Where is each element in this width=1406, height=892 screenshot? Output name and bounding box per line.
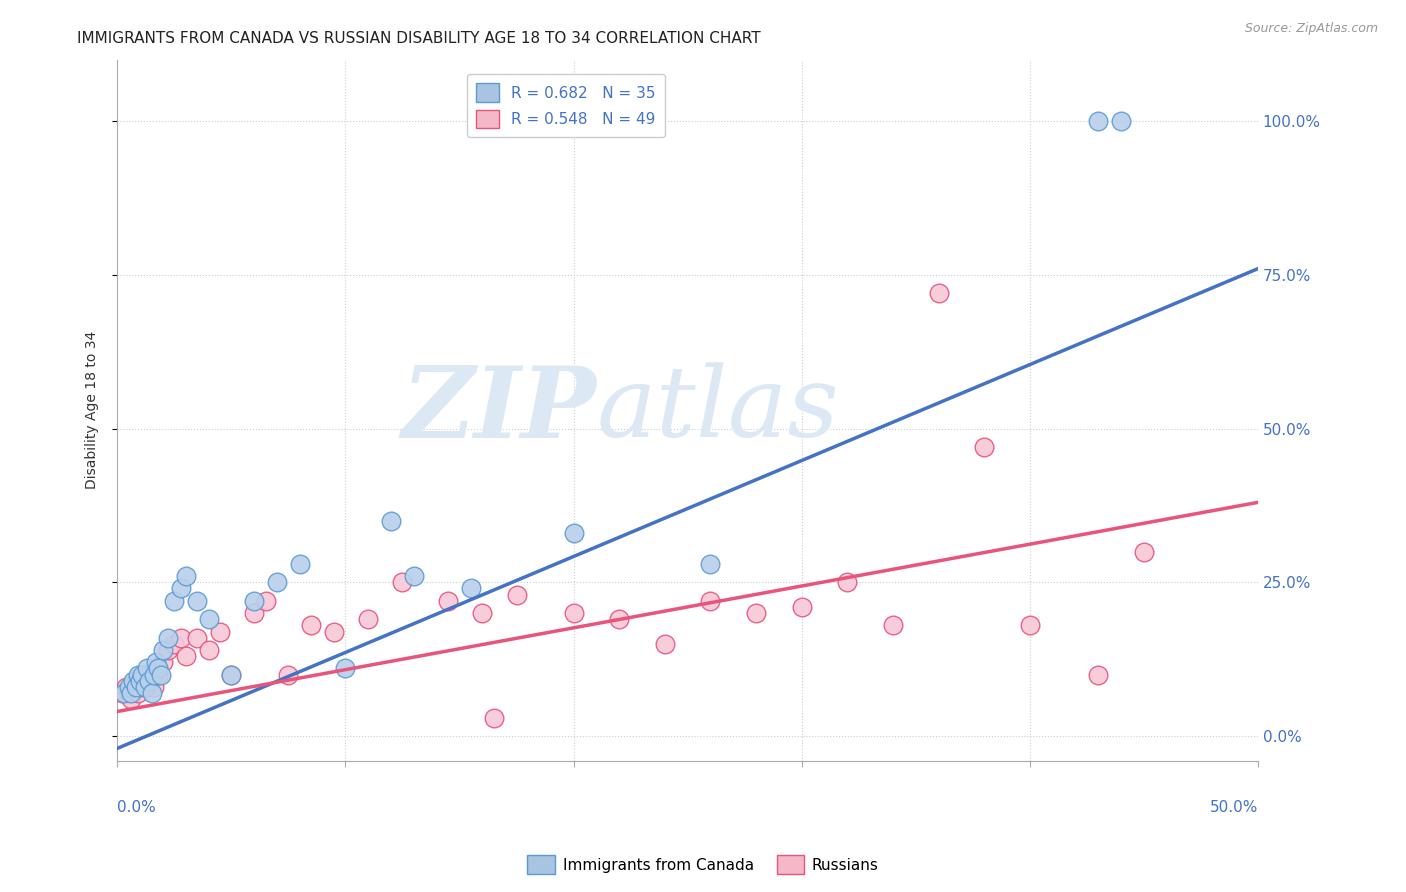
Point [471, 606, 494, 620]
Point [254, 594, 277, 608]
Point [148, 661, 170, 675]
Point [562, 526, 585, 541]
Point [131, 673, 153, 688]
Point [122, 680, 145, 694]
Point [148, 667, 170, 681]
Point [197, 612, 219, 626]
Point [380, 514, 402, 528]
Point [266, 575, 288, 590]
Point [927, 286, 949, 301]
Point [174, 649, 197, 664]
Point [111, 686, 134, 700]
Point [299, 618, 322, 632]
Point [142, 680, 165, 694]
Point [115, 680, 138, 694]
Point [136, 661, 159, 675]
Point [141, 686, 163, 700]
Point [134, 680, 156, 694]
Point [243, 606, 266, 620]
Point [1133, 544, 1156, 558]
Point [118, 686, 141, 700]
Point [138, 673, 160, 688]
Point [124, 673, 146, 688]
Point [152, 655, 174, 669]
Point [973, 440, 995, 454]
Legend: R = 0.682   N = 35, R = 0.548   N = 49: R = 0.682 N = 35, R = 0.548 N = 49 [467, 74, 665, 137]
Point [118, 680, 141, 694]
Point [699, 557, 721, 571]
Point [197, 643, 219, 657]
Point [127, 686, 149, 700]
Point [141, 667, 163, 681]
Point [186, 631, 208, 645]
Point [790, 599, 813, 614]
Point [131, 667, 153, 681]
Point [145, 655, 167, 669]
Point [138, 673, 160, 688]
Point [170, 631, 193, 645]
Point [277, 667, 299, 681]
Point [221, 667, 243, 681]
Point [136, 680, 159, 694]
Point [323, 624, 346, 639]
Text: 50.0%: 50.0% [1209, 799, 1258, 814]
Point [882, 618, 904, 632]
Point [243, 594, 266, 608]
Point [122, 673, 145, 688]
Point [837, 575, 859, 590]
Point [745, 606, 768, 620]
Text: Source: ZipAtlas.com: Source: ZipAtlas.com [1244, 22, 1378, 36]
Point [163, 594, 186, 608]
Point [402, 569, 425, 583]
Point [391, 575, 413, 590]
Point [120, 686, 142, 700]
Point [120, 692, 142, 706]
Point [221, 667, 243, 681]
Point [505, 588, 527, 602]
Point [152, 643, 174, 657]
Point [134, 667, 156, 681]
Y-axis label: Disability Age 18 to 34: Disability Age 18 to 34 [86, 331, 100, 489]
Point [129, 680, 152, 694]
Point [129, 673, 152, 688]
Point [112, 686, 135, 700]
Point [149, 667, 172, 681]
Text: 0.0%: 0.0% [117, 799, 156, 814]
Point [208, 624, 231, 639]
Point [335, 661, 357, 675]
Text: atlas: atlas [596, 362, 839, 458]
Legend: Immigrants from Canada, Russians: Immigrants from Canada, Russians [522, 849, 884, 880]
Point [186, 594, 208, 608]
Point [156, 643, 179, 657]
Text: ZIP: ZIP [401, 362, 596, 458]
Point [288, 557, 311, 571]
Point [156, 631, 179, 645]
Point [174, 569, 197, 583]
Point [1109, 114, 1132, 128]
Point [357, 612, 380, 626]
Point [1018, 618, 1040, 632]
Point [460, 582, 482, 596]
Point [654, 637, 676, 651]
Point [163, 637, 186, 651]
Point [145, 661, 167, 675]
Point [1087, 667, 1109, 681]
Point [699, 594, 721, 608]
Point [1087, 114, 1109, 128]
Point [607, 612, 630, 626]
Point [482, 711, 505, 725]
Point [437, 594, 460, 608]
Point [124, 680, 146, 694]
Point [562, 606, 585, 620]
Point [127, 667, 149, 681]
Point [170, 582, 193, 596]
Point [142, 667, 165, 681]
Text: IMMIGRANTS FROM CANADA VS RUSSIAN DISABILITY AGE 18 TO 34 CORRELATION CHART: IMMIGRANTS FROM CANADA VS RUSSIAN DISABI… [77, 31, 761, 46]
